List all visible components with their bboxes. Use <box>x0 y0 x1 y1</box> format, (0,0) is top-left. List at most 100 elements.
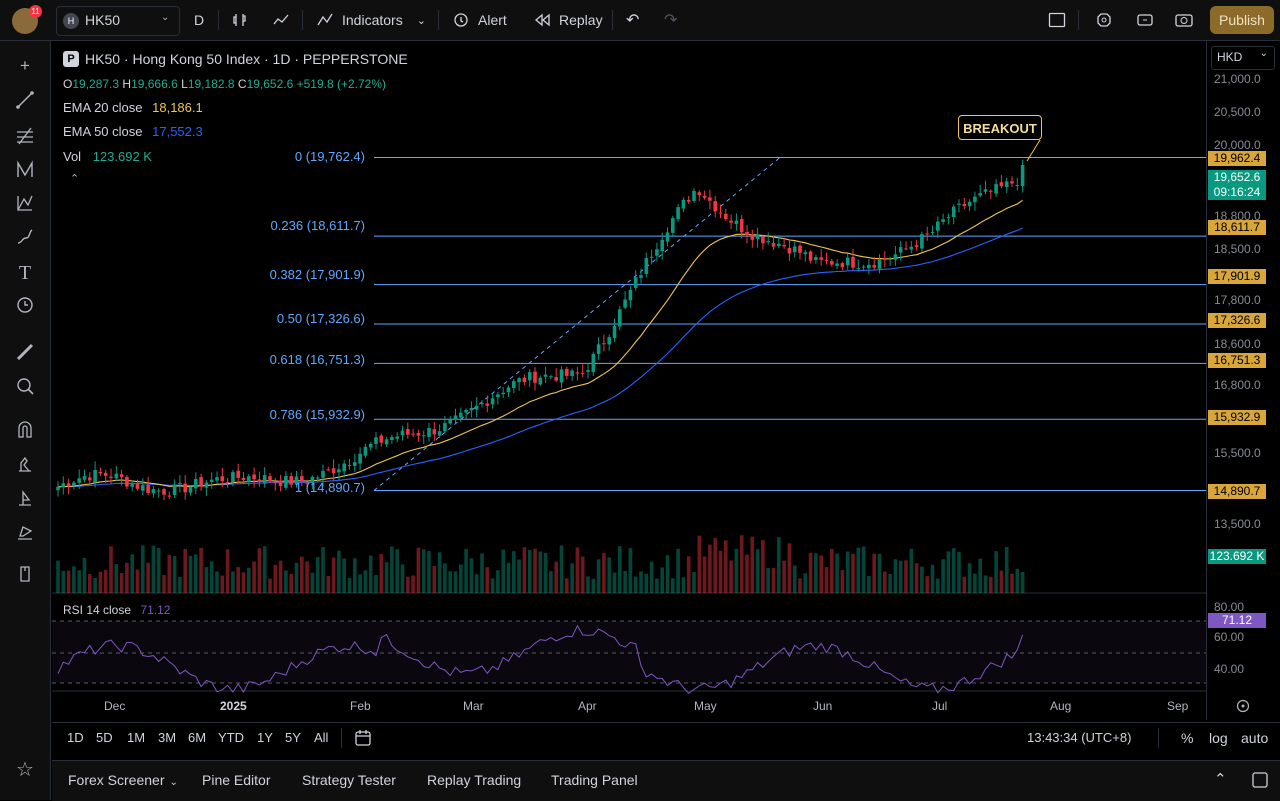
volume-bar <box>437 552 442 593</box>
settings-icon[interactable] <box>1136 0 1154 40</box>
tab-strategy-tester[interactable]: Strategy Tester <box>302 772 396 788</box>
snapshot-icon[interactable] <box>1174 0 1194 40</box>
undo-icon[interactable]: ↶ <box>626 12 640 29</box>
crosshair-icon[interactable]: + <box>20 56 30 75</box>
ohlc-close-key: C <box>237 77 247 91</box>
volume-bar <box>565 578 569 593</box>
price-tick: 18,600.0 <box>1214 337 1261 351</box>
hide-drawings-icon[interactable] <box>13 488 37 512</box>
range-all[interactable]: All <box>314 730 329 745</box>
tab-pine-editor[interactable]: Pine Editor <box>202 772 271 788</box>
interval-button[interactable]: D <box>194 12 205 28</box>
rsi-legend[interactable]: RSI 14 close 71.12 <box>63 603 170 617</box>
range-6m[interactable]: 6M <box>188 730 207 745</box>
breakout-callout[interactable]: BREAKOUT <box>958 115 1042 140</box>
volume-bar <box>374 575 378 593</box>
candle-body <box>459 412 463 418</box>
candle-body <box>930 232 935 234</box>
tab-forex-screener[interactable]: Forex Screener ⌄ <box>68 772 178 788</box>
candle-body <box>665 232 670 242</box>
candle-body <box>358 453 362 464</box>
tab-trading-panel[interactable]: Trading Panel <box>551 772 638 788</box>
volume-bar <box>845 551 850 593</box>
log-scale-toggle[interactable]: log <box>1209 730 1228 746</box>
text-tool-icon[interactable]: T <box>18 262 32 284</box>
volume-legend[interactable]: Vol 123.692 K <box>63 149 152 164</box>
chart-pane[interactable] <box>52 41 1280 756</box>
candle-body <box>686 199 691 202</box>
volume-bar <box>199 547 203 593</box>
collapse-legend-icon[interactable]: ⌃ <box>70 173 80 185</box>
lock-drawings-icon[interactable] <box>13 454 37 478</box>
range-5y[interactable]: 5Y <box>285 730 301 745</box>
chart-canvas <box>52 139 1206 694</box>
volume-bar <box>1015 568 1020 593</box>
chevron-up-icon[interactable]: ⌃ <box>1214 771 1227 788</box>
quick-search-icon[interactable] <box>1095 0 1113 40</box>
ema20-legend[interactable]: EMA 20 close 18,186.1 <box>63 100 203 115</box>
indicator-templates-icon[interactable] <box>272 0 290 40</box>
indicators-button[interactable]: Indicators ⌄ <box>316 0 426 40</box>
candle-body <box>353 462 357 466</box>
pattern-tool-icon[interactable] <box>13 160 37 184</box>
candle-body <box>782 244 786 247</box>
volume-bar <box>512 551 516 593</box>
candle-body <box>872 265 876 268</box>
candle-body <box>655 249 659 256</box>
candle-body <box>432 429 437 435</box>
ema50-legend[interactable]: EMA 50 close 17,552.3 <box>63 124 203 139</box>
alert-button[interactable]: Alert <box>452 0 507 40</box>
watchlist-star-icon[interactable]: ☆ <box>16 759 34 781</box>
forecast-tool-icon[interactable] <box>13 193 37 217</box>
volume-bar <box>724 540 728 593</box>
price-axis[interactable] <box>1206 41 1280 720</box>
volume-bar <box>628 548 633 593</box>
symbol-search[interactable]: H HK50 ⌄ <box>56 6 180 36</box>
divider <box>1158 728 1159 748</box>
settings-gear-icon[interactable] <box>1236 699 1250 716</box>
bottom-panel-bar <box>52 760 1280 801</box>
currency-select[interactable]: HKD ⌄ <box>1211 46 1275 70</box>
rsi-tick: 60.00 <box>1214 630 1245 644</box>
candle-body <box>639 275 643 278</box>
ruler-icon[interactable] <box>13 342 37 366</box>
clock-timezone[interactable]: 13:43:34 (UTC+8) <box>1027 730 1132 745</box>
publish-button[interactable]: Publish <box>1210 6 1274 34</box>
calendar-icon[interactable] <box>354 729 372 750</box>
range-ytd[interactable]: YTD <box>218 730 244 745</box>
tab-replay-trading[interactable]: Replay Trading <box>427 772 522 788</box>
volume-bar <box>607 557 611 593</box>
candles-icon[interactable] <box>232 0 248 40</box>
magnet-icon[interactable] <box>13 420 37 444</box>
candle-body <box>162 489 166 495</box>
range-1y[interactable]: 1Y <box>257 730 273 745</box>
volume-bar <box>649 561 654 593</box>
maximize-panel-icon[interactable] <box>1251 771 1269 792</box>
volume-bar <box>125 562 129 593</box>
trend-line-icon[interactable] <box>13 90 37 114</box>
volume-bar <box>167 554 172 593</box>
zoom-icon[interactable] <box>13 376 37 400</box>
candle-body <box>904 248 908 250</box>
candle-body <box>326 469 331 471</box>
percent-scale-toggle[interactable]: % <box>1181 730 1194 746</box>
range-1d[interactable]: 1D <box>67 730 84 745</box>
layout-icon[interactable] <box>1048 0 1066 40</box>
measure-icon[interactable] <box>13 295 37 319</box>
fib-tool-icon[interactable] <box>13 126 37 150</box>
volume-bar <box>671 578 675 593</box>
volume-bar <box>390 546 394 593</box>
remove-drawings-icon[interactable] <box>13 522 37 546</box>
volume-bar <box>459 564 463 593</box>
range-3m[interactable]: 3M <box>158 730 177 745</box>
auto-scale-toggle[interactable]: auto <box>1241 730 1269 746</box>
replay-button[interactable]: Replay <box>533 0 603 40</box>
volume-bar <box>755 549 760 593</box>
range-1m[interactable]: 1M <box>127 730 146 745</box>
object-tree-icon[interactable] <box>13 564 37 588</box>
range-5d[interactable]: 5D <box>96 730 113 745</box>
user-avatar[interactable]: 11 <box>12 5 42 34</box>
brush-icon[interactable] <box>13 227 37 251</box>
redo-icon[interactable]: ↷ <box>664 12 678 29</box>
candle-body <box>252 474 256 480</box>
